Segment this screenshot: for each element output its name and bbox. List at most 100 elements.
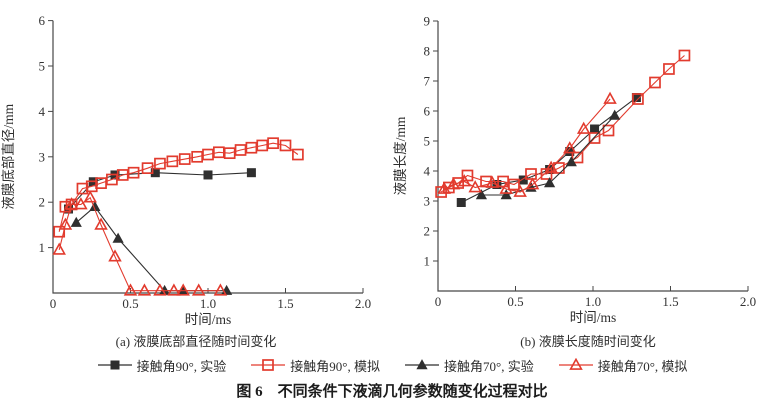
marker-open-square-icon xyxy=(508,178,520,191)
y-tick-label: 7 xyxy=(424,74,431,89)
marker-open-triangle-icon xyxy=(499,181,513,194)
y-tick-label: 1 xyxy=(39,240,46,255)
marker-open-square-icon xyxy=(292,148,304,161)
marker-open-triangle-icon xyxy=(137,283,152,296)
y-tick-label: 9 xyxy=(424,14,431,29)
series-open-square xyxy=(435,49,691,198)
marker-filled-triangle-icon xyxy=(565,156,577,167)
legend-item-2: 接触角70°, 实验 xyxy=(404,356,534,375)
marker-open-triangle-icon xyxy=(64,197,79,210)
marker-filled-square-icon xyxy=(150,168,160,178)
marker-open-square-icon xyxy=(602,124,615,137)
marker-open-square-icon xyxy=(525,168,537,180)
series-open-triangle xyxy=(52,190,228,296)
series-filled-square xyxy=(456,93,641,207)
y-tick-label: 4 xyxy=(39,104,46,119)
chart-b-plot: 0 0.5 1.0 1.5 2.0 1 2 3 4 5 6 7 8 9 时间/ms 液膜长度/mm xyxy=(393,14,756,326)
marker-open-triangle-icon xyxy=(562,141,577,154)
marker-open-triangle-icon xyxy=(108,249,122,262)
legend-label: 接触角70°, 实验 xyxy=(444,358,534,374)
marker-open-square-icon xyxy=(191,150,203,163)
marker-open-square-icon xyxy=(116,169,129,181)
x-tick-label: 1.0 xyxy=(585,294,601,309)
chart-panel-a: 0 0.5 1.0 1.5 2.0 1 2 3 4 5 6 时间/ms 液膜底部直径/mm (a) 液膜… xyxy=(0,4,392,349)
marker-open-triangle-icon xyxy=(74,197,88,210)
marker-open-square-icon xyxy=(256,139,269,152)
marker-open-triangle-icon xyxy=(94,217,108,230)
marker-open-square-icon xyxy=(540,168,553,180)
marker-open-square-icon xyxy=(279,139,292,152)
x-axis-label: 时间/ms xyxy=(185,312,232,327)
y-axis-label: 液膜长度/mm xyxy=(393,116,408,195)
legend-swatch-open-triangle xyxy=(558,358,593,370)
marker-filled-triangle-icon xyxy=(177,284,189,295)
marker-open-square-icon xyxy=(223,147,236,160)
marker-filled-triangle-icon xyxy=(112,232,124,243)
marker-filled-square-icon xyxy=(590,124,600,134)
y-tick-label: 5 xyxy=(39,59,46,74)
x-tick-label: 2.0 xyxy=(355,296,371,311)
chart-a-subtitle: (a) 液膜底部直径随时间变化 xyxy=(115,334,277,349)
x-tick-label: 0.5 xyxy=(507,294,523,309)
series-line xyxy=(58,142,299,232)
marker-open-square-icon xyxy=(127,166,140,179)
series-line xyxy=(68,172,252,210)
legend-swatch-filled-triangle xyxy=(405,359,439,370)
marker-open-square-icon xyxy=(663,63,675,75)
series-open-triangle xyxy=(437,91,617,197)
marker-filled-square-icon xyxy=(631,93,641,102)
y-tick-label: 6 xyxy=(424,104,431,119)
x-tick-label: 1.5 xyxy=(662,294,678,309)
legend: 接触角90°, 实验 接触角90°, 模拟 接触角70°, 实验 接触角70°, 模拟 xyxy=(0,355,784,375)
series-filled-triangle xyxy=(475,109,621,200)
marker-open-square-icon xyxy=(245,141,258,154)
marker-open-triangle-icon xyxy=(437,181,451,194)
y-tick-label: 2 xyxy=(424,224,431,239)
marker-open-square-icon xyxy=(166,155,179,168)
figure-caption: 图 6 不同条件下液滴几何参数随变化过程对比 xyxy=(236,384,548,400)
x-tick-label: 0 xyxy=(435,294,442,309)
marker-open-square-icon xyxy=(588,132,601,144)
marker-open-triangle-icon xyxy=(525,177,540,190)
marker-filled-triangle-icon xyxy=(544,177,556,188)
marker-filled-square-icon xyxy=(565,147,575,156)
marker-filled-square-icon xyxy=(110,360,120,370)
marker-open-triangle-icon xyxy=(576,121,591,134)
marker-open-triangle-icon xyxy=(52,242,66,255)
y-tick-label: 2 xyxy=(39,195,46,210)
legend-label: 接触角90°, 实验 xyxy=(136,358,227,374)
marker-open-square-icon xyxy=(480,175,492,188)
marker-open-triangle-icon xyxy=(83,190,97,203)
marker-open-triangle-icon xyxy=(468,180,482,193)
axis xyxy=(437,21,748,292)
series-open-square xyxy=(53,137,304,238)
marker-open-square-icon xyxy=(678,49,691,62)
chart-a-plot: 0 0.5 1.0 1.5 2.0 1 2 3 4 5 6 时间/ms 液膜底部直径/mm xyxy=(1,13,371,327)
marker-filled-triangle-icon xyxy=(475,189,487,200)
legend-item-3: 接触角70°, 模拟 xyxy=(558,356,688,375)
chart-b-subtitle: (b) 液膜长度随时间变化 xyxy=(520,334,656,349)
marker-open-triangle-icon xyxy=(544,160,558,173)
y-tick-label: 1 xyxy=(424,254,431,269)
marker-open-square-icon xyxy=(262,359,275,371)
legend-label: 接触角70°, 模拟 xyxy=(597,358,688,374)
marker-open-triangle-icon xyxy=(167,283,181,296)
y-tick-label: 4 xyxy=(424,164,431,179)
y-tick-label: 3 xyxy=(39,149,46,164)
marker-open-triangle-icon xyxy=(176,283,190,296)
series-line xyxy=(443,98,611,193)
legend-swatch-filled-square xyxy=(97,360,132,370)
y-tick-label: 8 xyxy=(424,44,431,59)
marker-open-triangle-icon xyxy=(123,283,138,296)
marker-filled-triangle-icon xyxy=(609,109,621,120)
marker-open-square-icon xyxy=(178,153,191,165)
marker-open-triangle-icon xyxy=(568,358,583,370)
marker-open-triangle-icon xyxy=(191,283,206,296)
x-tick-label: 2.0 xyxy=(740,294,756,309)
y-tick-label: 5 xyxy=(424,134,431,149)
marker-filled-square-icon xyxy=(518,175,528,185)
marker-filled-triangle-icon xyxy=(159,284,171,295)
legend-label: 接触角90°, 模拟 xyxy=(290,358,380,374)
y-tick-label: 3 xyxy=(424,194,431,209)
